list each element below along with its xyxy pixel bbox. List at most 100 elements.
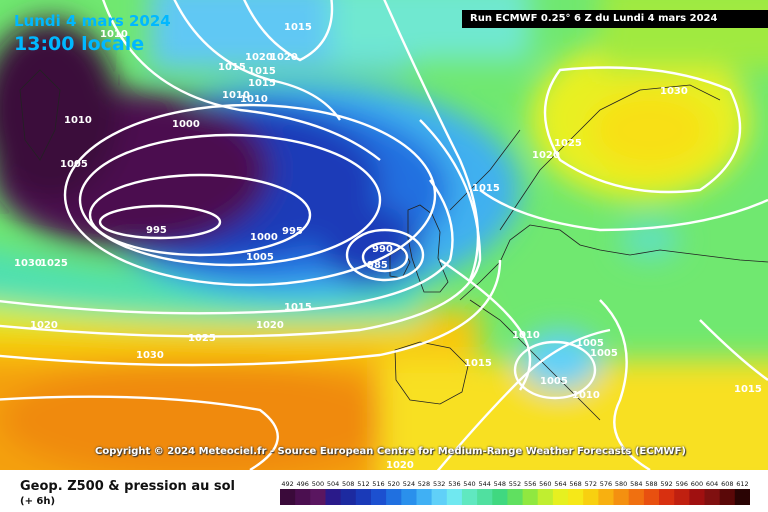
scale-label: 560 bbox=[539, 480, 551, 488]
scale-label: 612 bbox=[736, 480, 748, 488]
scale-swatch bbox=[461, 489, 478, 505]
scale-label: 532 bbox=[433, 480, 445, 488]
scale-label: 576 bbox=[600, 480, 612, 488]
scale-swatch bbox=[552, 489, 569, 505]
isobar-label: 1020 bbox=[532, 150, 560, 161]
scale-label: 508 bbox=[342, 480, 354, 488]
scale-label: 512 bbox=[357, 480, 369, 488]
isobar-label: 1005 bbox=[540, 376, 568, 387]
scale-label: 536 bbox=[448, 480, 460, 488]
isobar-label: 1000 bbox=[172, 119, 200, 130]
scale-swatch bbox=[340, 489, 357, 505]
isobar-label: 1015 bbox=[248, 66, 276, 77]
scale-label: 596 bbox=[676, 480, 688, 488]
isobar-label: 1010 bbox=[240, 94, 268, 105]
scale-swatch bbox=[325, 489, 342, 505]
isobar-label: 990 bbox=[372, 244, 393, 255]
isobar-label: 1000 bbox=[250, 232, 278, 243]
isobar-label: 1005 bbox=[60, 159, 88, 170]
scale-swatch bbox=[280, 489, 296, 505]
isobar-label: 1005 bbox=[590, 348, 618, 359]
scale-swatch bbox=[583, 489, 599, 505]
scale-label: 540 bbox=[463, 480, 475, 488]
isobar-label: 1015 bbox=[464, 358, 492, 369]
isobar-label: 1030 bbox=[14, 258, 42, 269]
scale-label: 564 bbox=[554, 480, 566, 488]
scale-label: 516 bbox=[372, 480, 384, 488]
isobar-label: 995 bbox=[146, 225, 167, 236]
scale-label: 604 bbox=[706, 480, 718, 488]
isobar-label: 1005 bbox=[246, 252, 274, 263]
isobar-label: 1015 bbox=[284, 22, 312, 33]
scale-label: 584 bbox=[630, 480, 642, 488]
scale-label: 520 bbox=[387, 480, 399, 488]
scale-swatch bbox=[522, 489, 539, 505]
copyright-notice: Copyright © 2024 Meteociel.fr - Source E… bbox=[95, 446, 686, 457]
isobar-label: 1010 bbox=[512, 330, 540, 341]
scale-swatch bbox=[704, 489, 721, 505]
isobar-label: 1015 bbox=[218, 62, 246, 73]
scale-swatch bbox=[416, 489, 433, 505]
scale-label: 572 bbox=[585, 480, 597, 488]
scale-swatch bbox=[537, 489, 554, 505]
scale-swatch bbox=[310, 489, 326, 505]
scale-label: 524 bbox=[403, 480, 415, 488]
scale-swatch bbox=[371, 489, 387, 505]
scale-swatch bbox=[295, 489, 311, 505]
isobar-label: 1010 bbox=[572, 390, 600, 401]
isobar-label: 995 bbox=[282, 226, 303, 237]
isobar-label: 1020 bbox=[386, 460, 414, 470]
scale-swatch bbox=[643, 489, 660, 505]
scale-swatch bbox=[492, 489, 508, 505]
scale-swatch bbox=[507, 489, 524, 505]
scale-swatch bbox=[386, 489, 402, 505]
map-title: Geop. Z500 & pression au sol bbox=[20, 479, 235, 494]
scale-label: 568 bbox=[569, 480, 581, 488]
isobar-label: 1025 bbox=[188, 333, 216, 344]
scale-swatch bbox=[431, 489, 448, 505]
isobar-label: 1010 bbox=[64, 115, 92, 126]
isobar-label: 1020 bbox=[256, 320, 284, 331]
scale-label: 504 bbox=[327, 480, 339, 488]
scale-label: 528 bbox=[418, 480, 430, 488]
isobar-label: 1015 bbox=[248, 78, 276, 89]
scale-swatch bbox=[613, 489, 630, 505]
scale-label: 592 bbox=[660, 480, 672, 488]
weather-map: 1010 1015 1020 1020 1015 1015 1015 1010 … bbox=[0, 0, 768, 470]
scale-label: 544 bbox=[478, 480, 490, 488]
forecast-time: 13:00 locale bbox=[14, 33, 145, 55]
isobar-label: 1020 bbox=[245, 52, 273, 63]
scale-swatch bbox=[446, 489, 463, 505]
scale-swatch bbox=[628, 489, 645, 505]
scale-swatch bbox=[568, 489, 584, 505]
model-run-label: Run ECMWF 0.25° 6 Z du Lundi 4 mars 2024 bbox=[462, 10, 768, 28]
scale-swatch bbox=[355, 489, 372, 505]
isobar-label: 1020 bbox=[270, 52, 298, 63]
isobar-label: 1030 bbox=[660, 86, 688, 97]
isobar-label: 1025 bbox=[554, 138, 582, 149]
scale-label: 552 bbox=[509, 480, 521, 488]
scale-swatch bbox=[477, 489, 493, 505]
isobar-label: 1015 bbox=[472, 183, 500, 194]
isobar-label: 1010 bbox=[100, 29, 128, 40]
scale-swatch bbox=[719, 489, 736, 505]
scale-label: 600 bbox=[691, 480, 703, 488]
scale-label: 500 bbox=[312, 480, 324, 488]
isobar-label: 1015 bbox=[734, 384, 762, 395]
scale-swatch bbox=[659, 489, 675, 505]
scale-swatch bbox=[689, 489, 706, 505]
forecast-step: (+ 6h) bbox=[20, 496, 56, 507]
scale-label: 588 bbox=[645, 480, 657, 488]
isobar-label: 1030 bbox=[136, 350, 164, 361]
isobar-label: 985 bbox=[367, 260, 388, 271]
scale-label: 496 bbox=[296, 480, 308, 488]
scale-swatch bbox=[401, 489, 417, 505]
forecast-date: Lundi 4 mars 2024 bbox=[14, 12, 171, 30]
isobar-label: 1005 bbox=[576, 338, 604, 349]
color-scale: 492 496 500 504 508 512 516 520 524 528 532 536 540 5… bbox=[280, 480, 750, 505]
scale-label: 608 bbox=[721, 480, 733, 488]
scale-label: 556 bbox=[524, 480, 536, 488]
scale-swatch bbox=[734, 489, 750, 505]
isobar-label: 1010 bbox=[222, 90, 250, 101]
isobar-label: 1015 bbox=[284, 302, 312, 313]
